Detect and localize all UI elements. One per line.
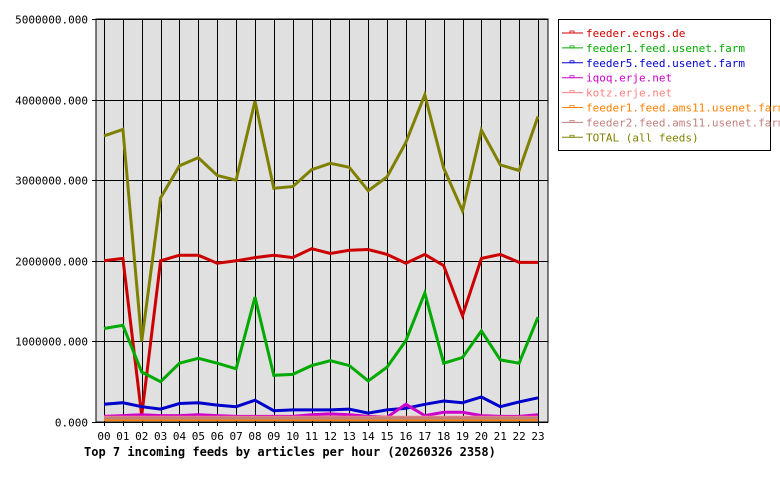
x-tick-label: 20 bbox=[475, 430, 488, 443]
x-tick-label: 14 bbox=[362, 430, 376, 443]
chart-title: Top 7 incoming feeds by articles per hou… bbox=[84, 445, 496, 459]
series-line-0 bbox=[103, 247, 538, 416]
series-line-7 bbox=[103, 89, 540, 342]
y-tick-label: 3000000.000 bbox=[15, 175, 88, 188]
legend-marker bbox=[569, 60, 575, 64]
x-tick-label: 09 bbox=[267, 430, 280, 443]
legend-marker bbox=[569, 45, 575, 49]
x-tick-label: 05 bbox=[192, 430, 205, 443]
y-tick-label: 1000000.000 bbox=[15, 336, 88, 349]
legend-marker bbox=[569, 134, 575, 138]
x-tick-label: 13 bbox=[343, 430, 356, 443]
legend bbox=[558, 19, 771, 151]
x-tick-label: 16 bbox=[399, 430, 412, 443]
x-tick-label: 21 bbox=[494, 430, 507, 443]
legend-marker bbox=[569, 30, 575, 34]
x-tick-label: 02 bbox=[135, 430, 148, 443]
x-tick-label: 19 bbox=[456, 430, 469, 443]
x-tick-label: 11 bbox=[305, 430, 318, 443]
x-tick-label: 23 bbox=[531, 430, 544, 443]
legend-label: feeder.ecngs.de bbox=[586, 27, 685, 40]
legend-label: TOTAL (all feeds) bbox=[586, 131, 699, 144]
x-tick-label: 04 bbox=[173, 430, 187, 443]
legend-marker bbox=[569, 90, 575, 93]
y-tick-label: 5000000.000 bbox=[15, 14, 88, 27]
x-tick-label: 18 bbox=[437, 430, 450, 443]
legend-label: feeder1.feed.usenet.farm bbox=[586, 42, 745, 55]
x-tick-label: 03 bbox=[154, 430, 167, 443]
x-tick-label: 08 bbox=[248, 430, 261, 443]
x-tick-label: 10 bbox=[286, 430, 299, 443]
x-tick-label: 00 bbox=[97, 430, 110, 443]
plot-area bbox=[96, 19, 548, 422]
x-tick-label: 15 bbox=[380, 430, 393, 443]
legend-marker bbox=[569, 105, 575, 108]
legend-label: iqoq.erje.net bbox=[586, 72, 672, 85]
y-tick-label: 0.000 bbox=[55, 417, 88, 430]
legend-label: feeder1.feed.ams11.usenet.farm bbox=[586, 102, 780, 115]
series-line-2 bbox=[103, 395, 539, 415]
x-tick-label: 22 bbox=[513, 430, 526, 443]
y-tick-label: 4000000.000 bbox=[15, 95, 88, 108]
legend-label: feeder2.feed.ams11.usenet.farm bbox=[586, 116, 780, 129]
legend-label: feeder5.feed.usenet.farm bbox=[586, 57, 745, 70]
x-tick-label: 06 bbox=[211, 430, 224, 443]
series-line-1 bbox=[103, 288, 540, 384]
x-tick-label: 12 bbox=[324, 430, 337, 443]
plot-border bbox=[95, 18, 549, 423]
x-tick-label: 01 bbox=[116, 430, 129, 443]
legend-marker bbox=[569, 120, 575, 123]
x-tick-label: 07 bbox=[229, 430, 242, 443]
legend-label: kotz.erje.net bbox=[586, 87, 672, 100]
y-tick-label: 2000000.000 bbox=[15, 256, 88, 269]
series-line-3 bbox=[103, 402, 539, 419]
x-tick-label: 17 bbox=[418, 430, 431, 443]
legend-marker bbox=[569, 75, 575, 79]
